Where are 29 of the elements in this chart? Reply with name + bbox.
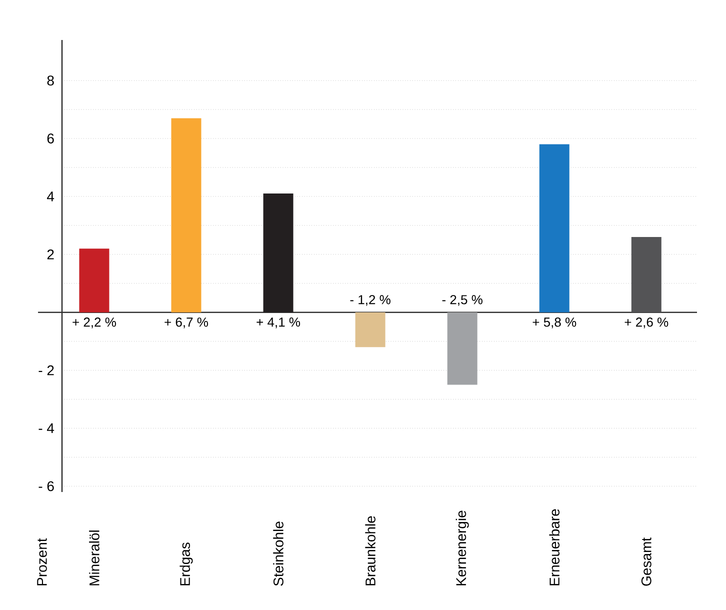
data-label: + 2,6 % (624, 318, 668, 328)
data-label: - 1,2 % (350, 295, 390, 306)
bar (447, 312, 478, 385)
x-tick-label: Kernenergie (456, 510, 469, 586)
x-tick-label: Braunkohle (365, 516, 376, 586)
y-tick-label: - 4 (38, 423, 54, 434)
y-tick-label: 8 (47, 76, 54, 86)
y-tick-label: 6 (47, 134, 54, 144)
bar (263, 194, 294, 312)
y-axis-title: Prozent (37, 538, 47, 586)
y-tick-label: - 6 (38, 481, 54, 492)
x-tick-label: Mineralöl (89, 530, 100, 586)
bar (171, 118, 202, 312)
y-tick-label: - 2 (38, 365, 54, 376)
x-tick-label: Erneuerbare (549, 509, 560, 586)
bar (539, 144, 570, 312)
bar (79, 248, 110, 312)
data-label: - 2,5 % (442, 295, 482, 306)
data-label: + 6,7 % (164, 318, 208, 328)
x-tick-label: Gesamt (641, 537, 652, 586)
data-label: + 5,8 % (532, 318, 576, 328)
y-tick-label: 2 (47, 249, 54, 260)
bar (631, 237, 662, 312)
data-label: + 4,1 % (256, 318, 300, 328)
data-label: + 2,2 % (72, 318, 116, 328)
bar (355, 312, 386, 348)
y-tick-label: 4 (47, 192, 54, 202)
x-tick-label: Erdgas (180, 542, 193, 586)
x-tick-label: Steinkohle (273, 522, 284, 586)
